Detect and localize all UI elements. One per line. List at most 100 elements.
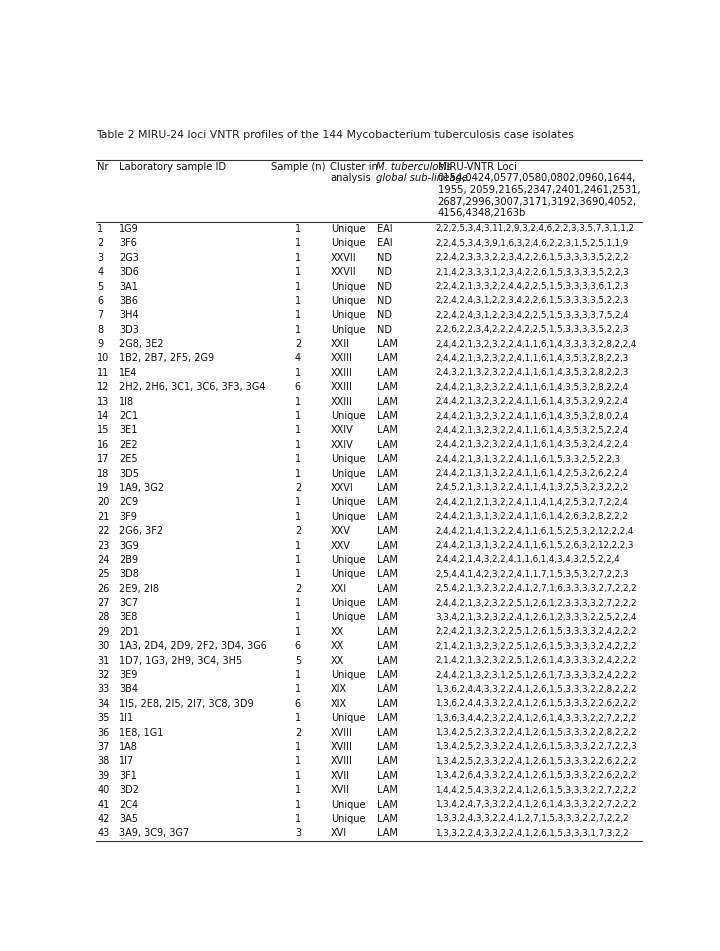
Text: Unique: Unique — [330, 713, 365, 723]
Text: 6: 6 — [295, 699, 301, 708]
Text: 6: 6 — [97, 296, 104, 306]
Text: LAM: LAM — [377, 439, 398, 450]
Text: Unique: Unique — [330, 281, 365, 292]
Text: 2D1: 2D1 — [119, 627, 139, 637]
Text: Sample (n): Sample (n) — [271, 162, 325, 172]
Text: Unique: Unique — [330, 512, 365, 522]
Text: XVII: XVII — [330, 770, 350, 781]
Text: 31: 31 — [97, 655, 109, 666]
Text: 1: 1 — [295, 814, 301, 824]
Text: LAM: LAM — [377, 670, 398, 680]
Text: Table 2 MIRU-24 loci VNTR profiles of the 144 Mycobacterium tuberculosis case is: Table 2 MIRU-24 loci VNTR profiles of th… — [96, 130, 573, 140]
Text: XXIII: XXIII — [330, 397, 353, 407]
Text: 2,2,6,2,2,3,4,2,2,2,4,2,2,5,1,5,3,3,3,3,5,2,2,3: 2,2,6,2,2,3,4,2,2,2,4,2,2,5,1,5,3,3,3,3,… — [435, 325, 629, 334]
Text: 3H4: 3H4 — [119, 310, 139, 320]
Text: 1: 1 — [295, 670, 301, 680]
Text: 2E5: 2E5 — [119, 455, 138, 464]
Text: Unique: Unique — [330, 239, 365, 248]
Text: 1,3,4,2,6,4,3,3,2,2,4,1,2,6,1,5,3,3,3,2,2,6,2,2,2: 1,3,4,2,6,4,3,3,2,2,4,1,2,6,1,5,3,3,3,2,… — [435, 771, 636, 780]
Text: XXV: XXV — [330, 540, 351, 551]
Text: 2G8, 3E2: 2G8, 3E2 — [119, 340, 163, 349]
Text: 2,5,4,4,1,4,2,3,2,2,4,1,1,7,1,5,3,5,3,2,7,2,2,3: 2,5,4,4,1,4,2,3,2,2,4,1,1,7,1,5,3,5,3,2,… — [435, 570, 629, 579]
Text: 1,3,4,2,4,7,3,3,2,2,4,1,2,6,1,4,3,3,3,2,2,7,2,2,2: 1,3,4,2,4,7,3,3,2,2,4,1,2,6,1,4,3,3,3,2,… — [435, 800, 636, 809]
Text: 2: 2 — [294, 483, 301, 493]
Text: 1,3,6,2,4,4,3,3,2,2,4,1,2,6,1,5,3,3,3,2,2,6,2,2,2: 1,3,6,2,4,4,3,3,2,2,4,1,2,6,1,5,3,3,3,2,… — [435, 699, 636, 708]
Text: 12: 12 — [97, 382, 109, 392]
Text: LAM: LAM — [377, 742, 398, 752]
Text: 2,2,4,2,4,3,1,2,2,3,4,2,2,5,1,5,3,3,3,3,7,5,2,4: 2,2,4,2,4,3,1,2,2,3,4,2,2,5,1,5,3,3,3,3,… — [435, 311, 629, 320]
Text: LAM: LAM — [377, 469, 398, 478]
Text: LAM: LAM — [377, 713, 398, 723]
Text: 3E8: 3E8 — [119, 612, 138, 623]
Text: 1: 1 — [295, 512, 301, 522]
Text: 2,4,4,2,1,2,1,3,2,2,4,1,1,4,1,4,2,5,3,2,7,2,2,4: 2,4,4,2,1,2,1,3,2,2,4,1,1,4,1,4,2,5,3,2,… — [435, 498, 628, 507]
Text: XIX: XIX — [330, 685, 347, 694]
Text: 4: 4 — [295, 354, 301, 363]
Text: 3D3: 3D3 — [119, 324, 139, 335]
Text: 1: 1 — [295, 411, 301, 421]
Text: ND: ND — [377, 253, 392, 262]
Text: 1,3,6,3,4,4,2,3,2,2,4,1,2,6,1,4,3,3,3,2,2,7,2,2,2: 1,3,6,3,4,4,2,3,2,2,4,1,2,6,1,4,3,3,3,2,… — [435, 713, 636, 723]
Text: Unique: Unique — [330, 555, 365, 565]
Text: LAM: LAM — [377, 641, 398, 651]
Text: 34: 34 — [97, 699, 109, 708]
Text: 1: 1 — [295, 570, 301, 579]
Text: 38: 38 — [97, 756, 109, 767]
Text: LAM: LAM — [377, 685, 398, 694]
Text: LAM: LAM — [377, 770, 398, 781]
Text: XXII: XXII — [330, 340, 350, 349]
Text: LAM: LAM — [377, 756, 398, 767]
Text: LAM: LAM — [377, 828, 398, 839]
Text: 2,4,4,2,1,3,2,3,2,2,4,1,1,6,1,4,3,3,3,3,2,8,2,2,4: 2,4,4,2,1,3,2,3,2,2,4,1,1,6,1,4,3,3,3,3,… — [435, 340, 636, 349]
Text: 2,4,4,2,1,3,2,3,2,2,5,1,2,6,1,2,3,3,3,3,2,7,2,2,2: 2,4,4,2,1,3,2,3,2,2,5,1,2,6,1,2,3,3,3,3,… — [435, 598, 636, 608]
Text: 2E2: 2E2 — [119, 439, 138, 450]
Text: 1: 1 — [295, 786, 301, 795]
Text: 29: 29 — [97, 627, 109, 637]
Text: 6: 6 — [295, 641, 301, 651]
Text: XVIII: XVIII — [330, 742, 353, 752]
Text: 3F6: 3F6 — [119, 239, 137, 248]
Text: 18: 18 — [97, 469, 109, 478]
Text: 11: 11 — [97, 368, 109, 378]
Text: Unique: Unique — [330, 296, 365, 306]
Text: LAM: LAM — [377, 627, 398, 637]
Text: 24: 24 — [97, 555, 109, 565]
Text: Laboratory sample ID: Laboratory sample ID — [120, 162, 227, 172]
Text: LAM: LAM — [377, 497, 398, 508]
Text: 3,3,4,2,1,3,2,3,2,2,4,1,2,6,1,2,3,3,3,2,2,5,2,2,4: 3,3,4,2,1,3,2,3,2,2,4,1,2,6,1,2,3,3,3,2,… — [435, 613, 636, 622]
Text: 1A9, 3G2: 1A9, 3G2 — [119, 483, 164, 493]
Text: Unique: Unique — [330, 455, 365, 464]
Text: 27: 27 — [97, 598, 109, 608]
Text: 19: 19 — [97, 483, 109, 493]
Text: 40: 40 — [97, 786, 109, 795]
Text: Unique: Unique — [330, 598, 365, 608]
Text: 3B4: 3B4 — [119, 685, 138, 694]
Text: 1: 1 — [295, 598, 301, 608]
Text: 7: 7 — [97, 310, 104, 320]
Text: 3D5: 3D5 — [119, 469, 139, 478]
Text: LAM: LAM — [377, 814, 398, 824]
Text: 37: 37 — [97, 742, 109, 752]
Text: 1: 1 — [295, 555, 301, 565]
Text: LAM: LAM — [377, 368, 398, 378]
Text: 1,4,4,2,5,4,3,3,2,2,4,1,2,6,1,5,3,3,3,2,2,7,2,2,2: 1,4,4,2,5,4,3,3,2,2,4,1,2,6,1,5,3,3,3,2,… — [435, 786, 636, 795]
Text: 1: 1 — [295, 685, 301, 694]
Text: LAM: LAM — [377, 540, 398, 551]
Text: 1: 1 — [295, 800, 301, 809]
Text: 2,4,4,2,1,3,2,3,2,2,4,1,1,6,1,4,3,5,3,2,8,0,2,4: 2,4,4,2,1,3,2,3,2,2,4,1,1,6,1,4,3,5,3,2,… — [435, 412, 629, 420]
Text: 1: 1 — [295, 368, 301, 378]
Text: 15: 15 — [97, 425, 109, 436]
Text: 1: 1 — [295, 627, 301, 637]
Text: 3F9: 3F9 — [119, 512, 137, 522]
Text: 2: 2 — [294, 526, 301, 536]
Text: 1,3,4,2,5,2,3,3,2,2,4,1,2,6,1,5,3,3,3,2,2,7,2,2,3: 1,3,4,2,5,2,3,3,2,2,4,1,2,6,1,5,3,3,3,2,… — [435, 743, 637, 751]
Text: 2,4,4,2,1,3,1,3,2,2,4,1,1,6,1,5,3,3,2,5,2,2,3: 2,4,4,2,1,3,1,3,2,2,4,1,1,6,1,5,3,3,2,5,… — [435, 455, 621, 464]
Text: XX: XX — [330, 655, 344, 666]
Text: 5: 5 — [294, 655, 301, 666]
Text: XXIII: XXIII — [330, 368, 353, 378]
Text: LAM: LAM — [377, 570, 398, 579]
Text: 1: 1 — [295, 425, 301, 436]
Text: 2,2,4,2,1,3,3,2,2,4,4,2,2,5,1,5,3,3,3,3,6,1,2,3: 2,2,4,2,1,3,3,2,2,4,4,2,2,5,1,5,3,3,3,3,… — [435, 282, 629, 291]
Text: 33: 33 — [97, 685, 109, 694]
Text: 3C7: 3C7 — [119, 598, 138, 608]
